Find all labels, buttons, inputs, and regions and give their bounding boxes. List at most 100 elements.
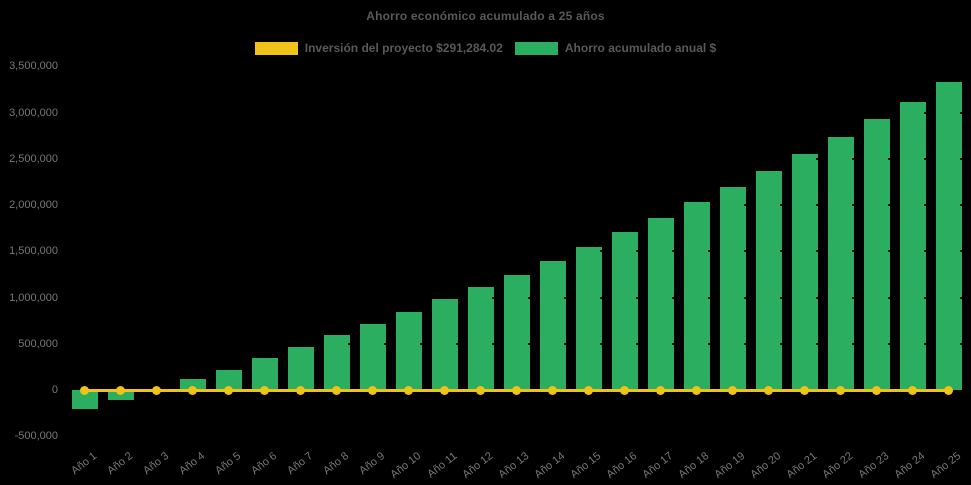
gridline-notch	[635, 296, 640, 299]
gridline-notch	[455, 342, 460, 345]
gridline-notch	[887, 157, 892, 160]
x-axis-tick-label: Año 8	[320, 450, 352, 478]
bar-año-8	[323, 335, 350, 390]
y-axis-tick-label: 1,000,000	[9, 291, 58, 304]
bar-año-21	[791, 154, 818, 390]
bar-año-22	[827, 137, 854, 390]
gridline-notch	[923, 204, 928, 206]
y-axis-tick-label: 0	[51, 384, 58, 396]
bar-año-16	[611, 232, 638, 390]
x-axis-tick-label: Año 15	[568, 450, 604, 481]
gridline-notch	[743, 296, 748, 299]
gridline-notch	[599, 296, 604, 299]
x-axis-tick-label: Año 24	[892, 450, 928, 481]
investment-marker-icon	[836, 385, 846, 395]
gridline-notch	[743, 342, 748, 345]
gridline-notch	[923, 157, 928, 160]
investment-marker-icon	[800, 385, 810, 395]
bar-año-7	[287, 346, 314, 390]
gridline-notch	[779, 296, 784, 299]
gridline-notch	[779, 342, 784, 345]
investment-marker-icon	[440, 385, 450, 395]
bar-año-17	[647, 218, 674, 390]
y-axis-tick-label: 3,000,000	[9, 106, 58, 119]
gridline-notch	[635, 342, 640, 345]
gridline-notch	[563, 342, 568, 345]
gridline-notch	[887, 342, 892, 345]
bar-año-10	[395, 312, 422, 390]
gridline-notch	[779, 250, 784, 253]
x-axis-tick-label: Año 23	[856, 450, 892, 481]
legend-item-investment: Inversión del proyecto $291,284.02	[254, 41, 503, 55]
bar-año-15	[575, 246, 602, 390]
gridline-notch	[815, 157, 820, 160]
y-axis-tick-label: -500,000	[14, 430, 58, 443]
gridline-notch	[599, 342, 604, 345]
gridline-notch	[671, 296, 676, 299]
gridline-notch	[959, 111, 964, 114]
x-axis-tick-label: Año 10	[388, 450, 424, 481]
gridline-notch	[815, 250, 820, 253]
gridline-notch	[815, 342, 820, 345]
investment-marker-icon	[296, 385, 306, 395]
gridline-notch	[671, 342, 676, 345]
bar-año-12	[467, 287, 494, 390]
gridline-notch	[851, 342, 856, 345]
bar-año-24	[899, 101, 926, 390]
gridline-notch	[419, 342, 424, 345]
investment-marker-icon	[764, 385, 774, 395]
y-axis-tick-label: 500,000	[18, 337, 58, 350]
bar-año-13	[503, 274, 530, 390]
investment-swatch-icon	[254, 41, 298, 55]
investment-marker-icon	[692, 385, 702, 395]
chart-title: Ahorro económico acumulado a 25 años	[366, 9, 605, 23]
gridline-notch	[959, 204, 964, 206]
investment-marker-icon	[116, 385, 126, 395]
bar-año-19	[719, 187, 746, 390]
y-axis-tick-label: 1,500,000	[9, 245, 58, 258]
x-axis-tick-label: Año 19	[712, 450, 748, 481]
investment-marker-icon	[368, 385, 378, 395]
bar-año-9	[359, 324, 386, 390]
investment-marker-icon	[872, 385, 882, 395]
y-axis-tick-label: 2,500,000	[9, 152, 58, 165]
gridline-notch	[959, 296, 964, 299]
bar-año-25	[935, 81, 962, 390]
bar-año-1	[71, 390, 98, 409]
gridline-notch	[599, 250, 604, 253]
investment-marker-icon	[188, 385, 198, 395]
investment-marker-icon	[152, 385, 162, 395]
x-axis-tick-label: Año 7	[284, 450, 316, 478]
investment-marker-icon	[476, 385, 486, 395]
bar-año-11	[431, 299, 458, 390]
gridline-notch	[671, 250, 676, 253]
investment-marker-icon	[332, 385, 342, 395]
gridline-notch	[563, 296, 568, 299]
gridline-notch	[347, 342, 352, 345]
gridline-notch	[635, 250, 640, 253]
legend-label-savings: Ahorro acumulado anual $	[564, 41, 717, 55]
gridline-notch	[959, 342, 964, 345]
gridline-notch	[707, 296, 712, 299]
x-axis-tick-label: Año 20	[748, 450, 784, 481]
gridline-notch	[851, 204, 856, 206]
gridline-notch	[851, 250, 856, 253]
legend-label-investment: Inversión del proyecto $291,284.02	[304, 41, 503, 55]
gridline-notch	[815, 204, 820, 206]
investment-marker-icon	[548, 385, 558, 395]
investment-marker-icon	[656, 385, 666, 395]
gridline-notch	[527, 342, 532, 345]
gridline-notch	[743, 250, 748, 253]
gridline-notch	[707, 342, 712, 345]
gridline-notch	[887, 204, 892, 206]
x-axis-tick-label: Año 17	[640, 450, 676, 481]
bar-año-5	[215, 369, 242, 390]
x-axis-tick-label: Año 25	[928, 450, 964, 481]
x-axis-tick-label: Año 16	[604, 450, 640, 481]
gridline-notch	[383, 342, 388, 345]
x-axis-tick-label: Año 2	[104, 450, 135, 478]
gridline-notch	[923, 250, 928, 253]
gridline-notch	[491, 342, 496, 345]
investment-marker-icon	[728, 385, 738, 395]
